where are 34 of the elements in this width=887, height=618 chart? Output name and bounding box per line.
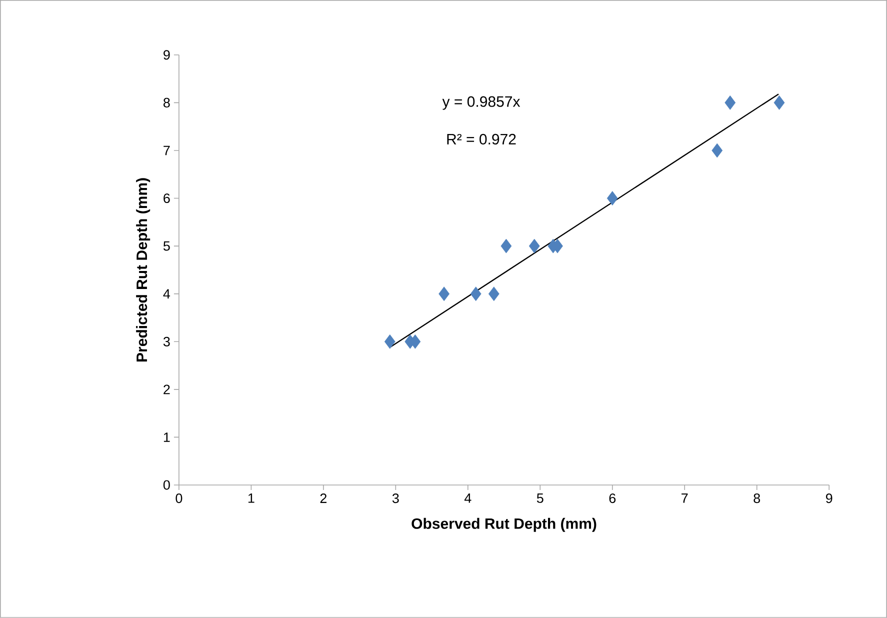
- point: [488, 286, 500, 302]
- y-tick-label: 2: [164, 384, 170, 394]
- y-axis-title: Predicted Rut Depth (mm): [136, 178, 150, 362]
- point: [774, 96, 785, 110]
- x-tick-label: 0: [176, 494, 182, 504]
- point: [606, 191, 618, 206]
- point: [384, 334, 396, 349]
- annotation: R² = 0.972: [447, 134, 516, 145]
- x-tick-label: 6: [609, 494, 616, 504]
- point: [712, 143, 723, 158]
- y-tick-label: 9: [164, 50, 170, 60]
- y-tick-label: 4: [163, 289, 170, 299]
- annotation: y = 0.9857x: [442, 96, 520, 110]
- y-tick-label: 7: [164, 146, 170, 156]
- x-tick-label: 9: [826, 494, 832, 504]
- point: [500, 238, 512, 254]
- y-tick-label: 3: [163, 336, 170, 346]
- point: [438, 286, 450, 302]
- x-tick-label: 1: [248, 494, 254, 503]
- y-tick-label: 1: [164, 432, 170, 442]
- x-tick-label: 2: [320, 494, 326, 503]
- x-tick-label: 7: [682, 494, 688, 503]
- y-tick-label: 6: [164, 194, 170, 204]
- point: [528, 238, 540, 254]
- x-tick-label: 4: [464, 494, 472, 503]
- y-tick-label: 0: [163, 480, 170, 490]
- y-tick-label: 8: [164, 98, 170, 108]
- x-axis-title: Observed Rut Depth (mm): [412, 518, 596, 532]
- x-tick-label: 8: [754, 494, 760, 504]
- x-tick-label: 5: [536, 494, 544, 503]
- point: [724, 96, 736, 110]
- point: [470, 286, 482, 302]
- x-tick-label: 3: [392, 494, 399, 504]
- y-tick-label: 5: [163, 241, 170, 251]
